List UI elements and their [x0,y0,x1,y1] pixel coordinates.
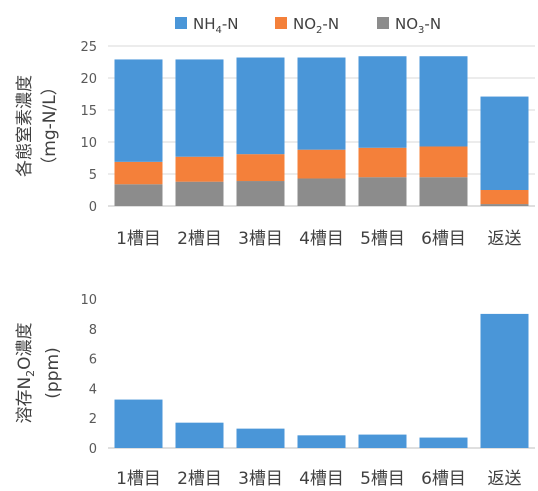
x-tick-label: 返送 [488,469,522,489]
legend-label: NO3-N [395,15,441,36]
x-tick-label: 3槽目 [238,229,283,249]
bar-no3-n [419,177,468,206]
x-tick-label: 1槽目 [116,229,161,249]
x-tick-label: 4槽目 [299,469,344,489]
bar-no3-n [175,181,224,206]
y-tick-label: 15 [80,104,97,119]
y-tick-label: 2 [89,412,97,427]
legend-label: NO2-N [293,15,339,36]
y-tick-label: 20 [80,72,97,87]
y-tick-label: 0 [89,200,97,215]
bar-no3-n [114,184,163,206]
bar-n2o [358,434,407,448]
bar-no2-n [419,146,468,178]
y-tick-label: 8 [89,323,97,338]
y-axis-unit: (ppm) [43,347,63,398]
bar-no2-n [480,190,529,205]
bar-no3-n [480,204,529,206]
bar-nh4-n [236,57,285,155]
y-tick-label: 10 [80,293,97,308]
y-tick-label: 6 [89,353,97,368]
x-tick-label: 2槽目 [177,469,222,489]
x-tick-label: 1槽目 [116,469,161,489]
bar-no2-n [236,154,285,182]
nitrogen-chart: 0 5 10 15 20 25 1槽目 2槽目 3槽目 4槽目 5槽目 6槽目 返送 各態窒素濃度 （mg-… [15,15,535,249]
bar-no3-n [358,177,407,206]
legend-swatch [377,17,389,29]
y-axis-title: 各態窒素濃度 [15,75,35,177]
x-tick-label: 5槽目 [360,469,405,489]
legend-swatch [275,17,287,29]
bar-n2o [114,399,163,448]
bar-nh4-n [297,57,346,150]
y-tick-label: 4 [89,382,97,397]
bar-n2o [297,435,346,448]
x-tick-label: 5槽目 [360,229,405,249]
bar-n2o [236,428,285,448]
bar-n2o [480,313,529,448]
y-axis-title: 溶存N2O濃度 [15,322,37,423]
bar-no2-n [297,149,346,179]
n2o-chart: 0 2 4 6 8 10 1槽目 2槽目 3槽目 4槽目 5槽目 6槽目 返送 溶存N2O濃度 (ppm) [15,293,535,489]
y-axis-unit: （mg-N/L） [40,78,60,173]
bar-no2-n [358,147,407,178]
bar-n2o [175,422,224,448]
bar-n2o [419,437,468,448]
x-tick-label: 4槽目 [299,229,344,249]
legend-label: NH4-N [193,15,239,36]
bar-nh4-n [480,96,529,190]
bar-nh4-n [175,59,224,157]
x-tick-label: 6槽目 [421,469,466,489]
bar-no3-n [236,181,285,206]
bar-no3-n [297,178,346,206]
y-tick-label: 25 [80,40,97,55]
bar-nh4-n [114,59,163,162]
x-tick-label: 6槽目 [421,229,466,249]
x-tick-label: 返送 [488,229,522,249]
bar-no2-n [114,161,163,185]
x-tick-label: 2槽目 [177,229,222,249]
bar-nh4-n [419,56,468,147]
bar-no2-n [175,156,224,182]
legend-swatch [175,17,187,29]
bar-nh4-n [358,56,407,148]
x-tick-label: 3槽目 [238,469,283,489]
y-tick-label: 0 [89,442,97,457]
y-tick-label: 5 [89,168,97,183]
y-tick-label: 10 [80,136,97,151]
